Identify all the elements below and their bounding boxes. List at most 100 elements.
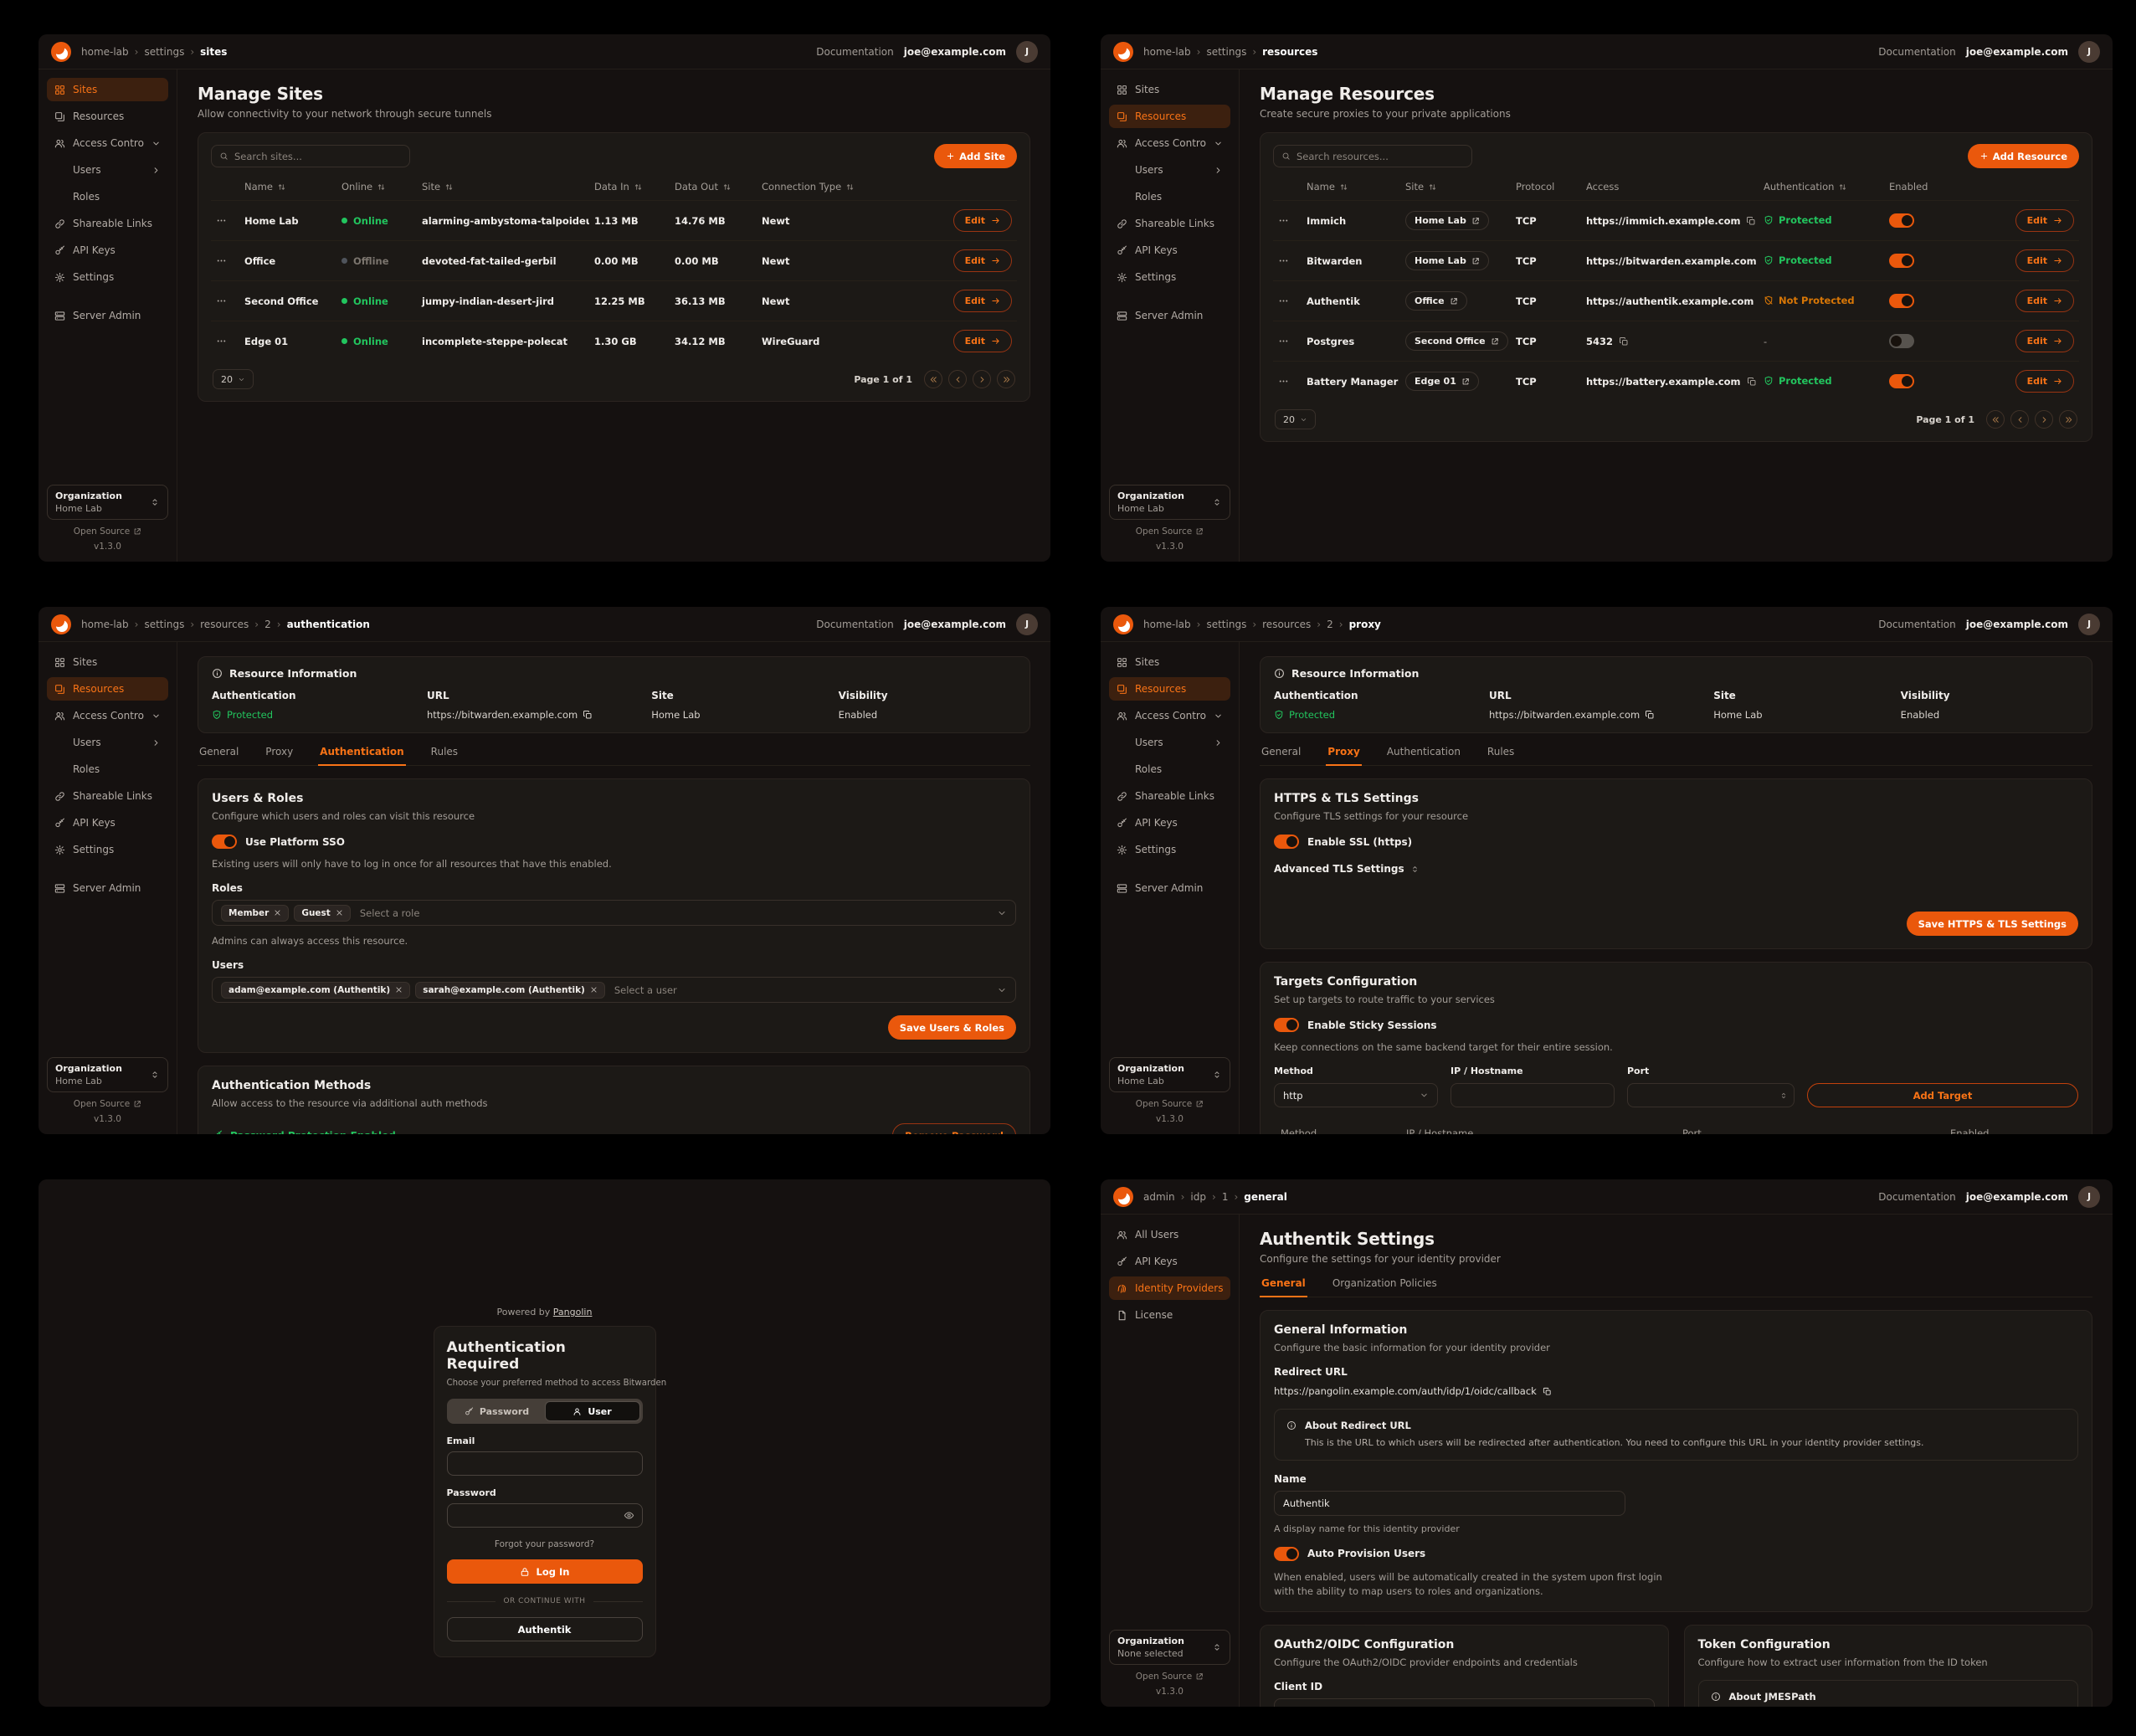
- copy-icon[interactable]: [1543, 1387, 1552, 1396]
- enabled-toggle[interactable]: [1889, 213, 1914, 228]
- sidebar-item[interactable]: Server Admin: [47, 876, 168, 900]
- last-page-button[interactable]: [997, 370, 1015, 388]
- edit-button[interactable]: Edit: [2015, 370, 2074, 393]
- close-icon[interactable]: [336, 909, 343, 917]
- advanced-tls-expander[interactable]: Advanced TLS Settings: [1274, 863, 2078, 875]
- sidebar-item[interactable]: API Keys: [1109, 811, 1230, 835]
- pangolin-link[interactable]: Pangolin: [552, 1307, 593, 1317]
- add-site-button[interactable]: Add Site: [934, 144, 1017, 168]
- sidebar-item[interactable]: Access Control: [1109, 704, 1230, 727]
- role-chip[interactable]: Member: [221, 904, 290, 922]
- user-chip[interactable]: sarah@example.com (Authentik): [415, 981, 605, 999]
- edit-button[interactable]: Edit: [2015, 290, 2074, 312]
- sidebar-item[interactable]: Resources: [47, 677, 168, 701]
- documentation-link[interactable]: Documentation: [816, 45, 894, 58]
- breadcrumb-item[interactable]: general: [1234, 1191, 1287, 1203]
- tab[interactable]: Rules: [1486, 746, 1515, 758]
- sidebar-item[interactable]: Settings: [1109, 265, 1230, 289]
- sidebar-item[interactable]: Settings: [47, 265, 168, 289]
- sidebar-item[interactable]: API Keys: [1109, 1250, 1230, 1273]
- column-header[interactable]: Online: [336, 173, 417, 201]
- tab[interactable]: General: [199, 746, 239, 758]
- breadcrumb-item[interactable]: authentication: [277, 619, 370, 630]
- org-selector[interactable]: Organization None selected: [1109, 1630, 1230, 1665]
- breadcrumb-item[interactable]: home-lab: [1143, 45, 1191, 58]
- column-header[interactable]: Connection Type: [757, 173, 940, 201]
- sidebar-item[interactable]: Sites: [47, 78, 168, 101]
- copy-icon[interactable]: [1747, 377, 1757, 387]
- sidebar-item[interactable]: Identity Providers: [1109, 1276, 1230, 1300]
- column-header[interactable]: Access: [1586, 181, 1620, 193]
- column-header[interactable]: Site: [417, 173, 589, 201]
- column-header[interactable]: [1948, 173, 2079, 201]
- documentation-link[interactable]: Documentation: [816, 618, 894, 630]
- breadcrumb-item[interactable]: resources: [190, 619, 249, 630]
- sidebar-item[interactable]: Server Admin: [1109, 304, 1230, 327]
- breadcrumb-item[interactable]: 1: [1212, 1191, 1229, 1203]
- breadcrumb-item[interactable]: 2: [254, 619, 271, 630]
- sticky-sessions-toggle[interactable]: [1274, 1018, 1299, 1032]
- row-menu-button[interactable]: [1278, 215, 1289, 226]
- sidebar-item[interactable]: Sites: [1109, 650, 1230, 674]
- breadcrumb-item[interactable]: settings: [1197, 46, 1246, 58]
- tab[interactable]: Proxy: [265, 746, 294, 758]
- role-chip[interactable]: Guest: [294, 904, 351, 922]
- ip-hostname-input[interactable]: [1451, 1083, 1615, 1107]
- column-header[interactable]: Authentication: [1759, 173, 1884, 201]
- breadcrumb-item[interactable]: resources: [1252, 46, 1317, 58]
- column-header[interactable]: [211, 173, 239, 201]
- edit-button[interactable]: Edit: [2015, 249, 2074, 272]
- forgot-password-link[interactable]: Forgot your password?: [494, 1539, 595, 1549]
- eye-icon[interactable]: [624, 1510, 634, 1521]
- search-input[interactable]: [1273, 145, 1472, 167]
- copy-icon[interactable]: [1619, 336, 1629, 347]
- sidebar-item[interactable]: Server Admin: [1109, 876, 1230, 900]
- open-source-link[interactable]: Open Source: [1136, 526, 1204, 537]
- login-button[interactable]: Log In: [446, 1559, 643, 1584]
- sidebar-item[interactable]: Resources: [1109, 105, 1230, 128]
- save-https-tls-button[interactable]: Save HTTPS & TLS Settings: [1906, 912, 2078, 936]
- documentation-link[interactable]: Documentation: [1878, 45, 1956, 58]
- row-menu-button[interactable]: [216, 336, 227, 347]
- sidebar-item[interactable]: Access Control: [1109, 131, 1230, 155]
- tab[interactable]: Authentication: [1386, 746, 1461, 758]
- page-size-select[interactable]: 20: [213, 369, 254, 389]
- row-menu-button[interactable]: [1278, 336, 1289, 347]
- save-users-roles-button[interactable]: Save Users & Roles: [887, 1015, 1016, 1040]
- sidebar-item[interactable]: Roles: [1109, 758, 1230, 781]
- roles-select[interactable]: Member Guest Select a role: [212, 900, 1016, 926]
- row-menu-button[interactable]: [216, 295, 227, 306]
- next-page-button[interactable]: [973, 370, 991, 388]
- site-link[interactable]: Home Lab: [1405, 211, 1489, 230]
- sidebar-item[interactable]: Shareable Links: [47, 784, 168, 808]
- client-id-input[interactable]: [1274, 1698, 1655, 1707]
- avatar[interactable]: J: [1016, 613, 1038, 635]
- sidebar-item[interactable]: API Keys: [1109, 239, 1230, 262]
- sidebar-item[interactable]: Roles: [47, 185, 168, 208]
- sidebar-item[interactable]: Settings: [1109, 838, 1230, 861]
- documentation-link[interactable]: Documentation: [1878, 1190, 1956, 1203]
- close-icon[interactable]: [274, 909, 281, 917]
- sidebar-item[interactable]: Sites: [1109, 78, 1230, 101]
- sidebar-item[interactable]: Roles: [1109, 185, 1230, 208]
- open-source-link[interactable]: Open Source: [1136, 1672, 1204, 1682]
- edit-button[interactable]: Edit: [2015, 330, 2074, 352]
- breadcrumb-item[interactable]: settings: [1197, 619, 1246, 630]
- breadcrumb-item[interactable]: admin: [1143, 1190, 1175, 1203]
- sidebar-item[interactable]: Users: [47, 731, 168, 754]
- add-resource-button[interactable]: Add Resource: [1967, 144, 2079, 168]
- enabled-toggle[interactable]: [1889, 374, 1914, 388]
- column-header[interactable]: Data Out: [670, 173, 757, 201]
- org-selector[interactable]: Organization Home Lab: [47, 485, 168, 520]
- sidebar-item[interactable]: Server Admin: [47, 304, 168, 327]
- stepper-icon[interactable]: [1779, 1091, 1788, 1100]
- edit-button[interactable]: Edit: [952, 209, 1012, 232]
- site-link[interactable]: Second Office: [1405, 331, 1508, 351]
- row-menu-button[interactable]: [216, 255, 227, 266]
- org-selector[interactable]: Organization Home Lab: [1109, 1057, 1230, 1092]
- copy-icon[interactable]: [583, 710, 593, 720]
- email-field[interactable]: [446, 1451, 643, 1476]
- open-source-link[interactable]: Open Source: [74, 526, 141, 537]
- user-email[interactable]: joe@example.com: [1965, 618, 2068, 630]
- avatar[interactable]: J: [2078, 613, 2100, 635]
